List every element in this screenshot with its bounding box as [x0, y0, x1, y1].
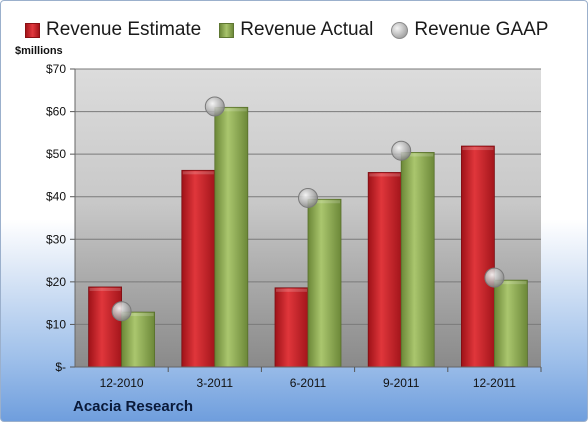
gaap-markers-layer: [111, 96, 505, 322]
bar-revenue-actual-highlight: [309, 200, 340, 204]
legend-item-revenue-actual: Revenue Actual: [219, 19, 373, 41]
y-tick-label: $60: [46, 105, 66, 119]
bar-revenue-estimate-highlight: [182, 171, 214, 175]
y-tick-label: $50: [46, 147, 66, 161]
marker-revenue-gaap: [111, 301, 132, 322]
marker-revenue-gaap: [298, 187, 318, 208]
bar-revenue-actual: [214, 106, 249, 368]
y-tick-label: $-: [55, 360, 66, 374]
legend-item-revenue-gaap: Revenue GAAP: [391, 19, 548, 41]
y-tick-label: $20: [46, 275, 66, 289]
marker-revenue-gaap: [204, 96, 225, 117]
bar-revenue-actual: [493, 279, 528, 368]
bar-revenue-actual-highlight: [402, 153, 434, 157]
marker-revenue-gaap: [484, 267, 505, 288]
x-tick-label: 12-2010: [100, 376, 144, 390]
legend-label-revenue-actual: Revenue Actual: [240, 19, 374, 40]
axes-layer: $- $10 $20 $30 $40 $50 $60 $70 12-2010 3-2011 6-20…: [46, 62, 542, 390]
marker-revenue-gaap: [391, 140, 412, 161]
bar-revenue-estimate: [460, 145, 495, 368]
x-tick-label: 6-2011: [290, 376, 327, 390]
y-tick-label: $70: [46, 62, 66, 76]
bar-revenue-estimate-highlight: [276, 288, 307, 292]
bar-revenue-estimate: [367, 172, 402, 368]
bar-revenue-actual: [121, 311, 155, 368]
x-tick-label: 3-2011: [197, 376, 234, 390]
x-tick-label: 12-2011: [473, 376, 516, 390]
bar-revenue-actual-highlight: [495, 281, 527, 285]
x-tick-label: 9-2011: [383, 376, 420, 390]
bar-revenue-estimate: [274, 287, 309, 368]
bar-revenue-actual-highlight: [122, 313, 154, 317]
legend-label-revenue-estimate: Revenue Estimate: [46, 19, 202, 40]
bar-revenue-estimate-highlight: [462, 147, 494, 151]
bar-revenue-estimate: [181, 169, 216, 368]
bar-revenue-actual: [307, 198, 342, 368]
legend-swatch-revenue-estimate: [25, 22, 40, 38]
y-axis-unit-label: $millions: [15, 45, 63, 57]
y-tick-label: $30: [46, 232, 66, 246]
bar-revenue-actual-highlight: [215, 108, 247, 112]
legend-label-revenue-gaap: Revenue GAAP: [414, 19, 549, 40]
bar-revenue-estimate-highlight: [89, 287, 121, 291]
y-tick-label: $10: [46, 317, 66, 331]
legend-item-revenue-estimate: Revenue Estimate: [25, 19, 201, 41]
legend-marker-revenue-gaap: [391, 21, 409, 39]
chart-legend: Revenue Estimate Revenue Actual Revenue …: [25, 17, 585, 43]
bar-revenue-estimate-highlight: [369, 173, 401, 177]
bar-revenue-actual: [400, 152, 435, 368]
company-name: Acacia Research: [73, 398, 194, 415]
bars-layer: [88, 106, 528, 368]
legend-swatch-revenue-actual: [219, 22, 235, 38]
bar-revenue-estimate: [88, 286, 122, 368]
y-tick-label: $40: [46, 190, 66, 204]
